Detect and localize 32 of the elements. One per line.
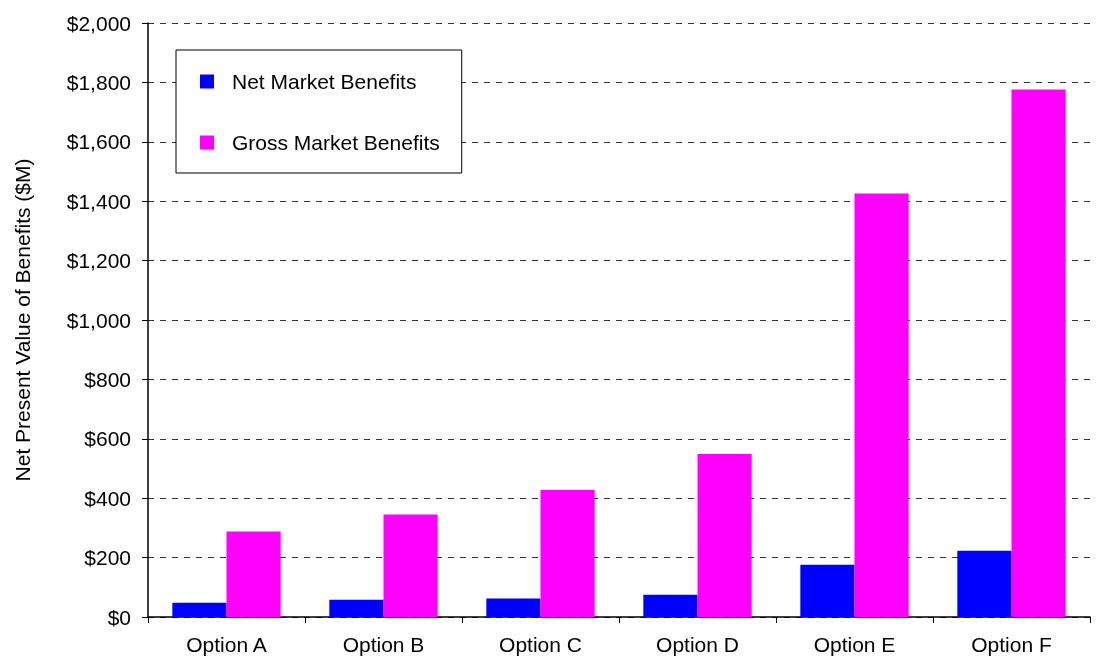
x-tick-label: Option F: [971, 633, 1052, 656]
bar: [172, 602, 227, 617]
y-tick-label: $400: [84, 486, 131, 510]
bar: [697, 453, 752, 617]
x-tick-label: Option E: [813, 633, 896, 656]
x-tick-label: Option C: [499, 633, 582, 656]
y-tick-label: $800: [84, 367, 131, 391]
bar: [486, 598, 541, 617]
bar: [643, 594, 698, 617]
y-tick-label: $1,200: [66, 249, 131, 273]
bar: [800, 564, 855, 617]
legend-label: Gross Market Benefits: [232, 131, 440, 154]
y-tick-label: $1,800: [66, 70, 131, 94]
y-tick-label: $0: [107, 605, 131, 629]
bar: [226, 531, 281, 617]
x-tick-label: Option A: [186, 633, 267, 656]
x-tick-label: Option D: [656, 633, 739, 656]
y-axis-title: Net Present Value of Benefits ($M): [11, 158, 34, 482]
legend-label: Net Market Benefits: [232, 70, 417, 93]
bar: [957, 550, 1012, 617]
bar: [1011, 89, 1066, 617]
bar: [540, 489, 595, 617]
y-tick-label: $1,600: [66, 130, 131, 154]
y-tick-label: $1,000: [66, 308, 131, 332]
x-tick-label: Option B: [342, 633, 425, 656]
y-tick-label: $600: [84, 427, 131, 451]
bar: [329, 599, 384, 617]
y-tick-label: $1,400: [66, 189, 131, 213]
bar: [383, 514, 438, 617]
y-tick-label: $200: [84, 546, 131, 570]
bar: [854, 193, 909, 617]
y-tick-label: $2,000: [66, 11, 131, 35]
